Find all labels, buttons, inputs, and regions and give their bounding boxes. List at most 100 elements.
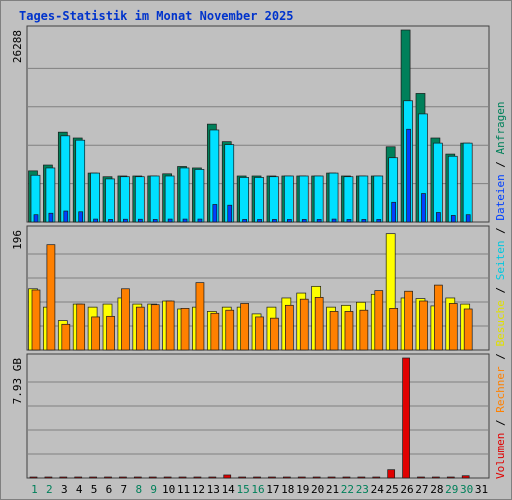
bar-dateien-day-26: [406, 128, 411, 223]
bar-rechner-day-1: [31, 289, 41, 351]
day-label-31: 31: [475, 483, 488, 496]
day-label-1: 1: [31, 483, 38, 496]
series-legend: Volumen / Rechner / Besuche / Seiten / D…: [494, 101, 507, 479]
bar-volumen-day-14: [223, 474, 232, 479]
bar-dateien-day-11: [182, 218, 188, 223]
bar-seiten-day-18: [284, 175, 294, 223]
bar-rechner-day-24: [374, 290, 384, 351]
day-label-20: 20: [311, 483, 324, 496]
y-max-label: 7.93 GB: [11, 358, 24, 405]
day-label-12: 12: [192, 483, 205, 496]
day-label-17: 17: [266, 483, 279, 496]
bar-volumen-day-11: [178, 476, 187, 479]
bar-volumen-day-8: [133, 476, 142, 479]
bar-rechner-day-11: [180, 308, 190, 351]
day-label-7: 7: [121, 483, 128, 496]
bar-dateien-day-12: [197, 218, 203, 223]
day-label-14: 14: [222, 483, 236, 496]
day-label-29: 29: [445, 483, 458, 496]
bar-rechner-day-19: [299, 298, 309, 351]
bar-dateien-day-19: [301, 219, 307, 223]
day-label-27: 27: [415, 483, 428, 496]
bar-volumen-day-13: [208, 476, 217, 479]
bar-volumen-day-28: [432, 476, 440, 479]
bar-volumen-day-15: [238, 476, 246, 479]
bar-seiten-day-20: [313, 175, 324, 223]
bar-dateien-day-17: [272, 219, 277, 223]
bar-seiten-day-24: [373, 175, 384, 223]
bar-rechner-day-5: [91, 316, 100, 351]
day-label-3: 3: [61, 483, 68, 496]
legend-item-8: Dateien: [494, 174, 507, 220]
day-label-13: 13: [207, 483, 220, 496]
legend-item-1: /: [494, 413, 507, 433]
bar-dateien-day-6: [108, 219, 113, 223]
day-label-15: 15: [236, 483, 249, 496]
bar-volumen-day-27: [417, 476, 425, 479]
legend-item-9: /: [494, 154, 507, 174]
bar-rechner-day-17: [270, 317, 279, 351]
bar-seiten-day-11: [179, 167, 190, 223]
bar-rechner-day-7: [121, 288, 130, 351]
day-label-24: 24: [371, 483, 385, 496]
bar-seiten-day-30: [462, 142, 473, 223]
bar-dateien-day-16: [257, 219, 262, 223]
bar-rechner-day-26: [404, 290, 413, 351]
bar-volumen-day-24: [372, 476, 381, 479]
day-label-10: 10: [162, 483, 175, 496]
legend-item-3: /: [494, 347, 507, 367]
bar-volumen-day-1: [29, 476, 38, 479]
bar-volumen-day-7: [119, 476, 127, 479]
day-label-21: 21: [326, 483, 339, 496]
bar-volumen-day-9: [148, 476, 157, 479]
day-label-5: 5: [91, 483, 98, 496]
day-label-26: 26: [400, 483, 413, 496]
day-label-16: 16: [251, 483, 264, 496]
bar-rechner-day-25: [389, 308, 399, 351]
day-label-30: 30: [460, 483, 473, 496]
bar-rechner-day-16: [255, 316, 264, 351]
bar-rechner-day-9: [150, 304, 160, 351]
bar-rechner-day-10: [165, 300, 175, 351]
bar-volumen-day-20: [312, 476, 321, 479]
bar-rechner-day-22: [344, 311, 354, 351]
bar-volumen-day-6: [104, 476, 112, 479]
legend-item-2: Rechner: [494, 366, 507, 413]
legend-item-6: Seiten: [494, 241, 507, 281]
day-label-19: 19: [296, 483, 309, 496]
bar-dateien-day-4: [78, 211, 84, 223]
bar-rechner-day-13: [210, 312, 220, 351]
bar-volumen-day-26: [402, 357, 410, 479]
bar-volumen-day-5: [89, 476, 97, 479]
bar-dateien-day-2: [48, 212, 54, 223]
bar-volumen-day-3: [59, 476, 68, 479]
bar-rechner-day-20: [314, 296, 324, 351]
bar-volumen-day-22: [342, 476, 351, 479]
bar-volumen-day-16: [253, 476, 261, 479]
bar-dateien-day-22: [346, 219, 352, 223]
bar-dateien-day-28: [436, 212, 441, 223]
bar-dateien-day-25: [391, 201, 397, 223]
legend-item-4: Besuche: [494, 300, 507, 346]
bar-volumen-day-29: [446, 476, 455, 479]
bar-dateien-day-23: [361, 219, 367, 223]
bar-rechner-day-12: [195, 282, 205, 351]
bar-seiten-day-16: [254, 177, 264, 223]
bar-dateien-day-24: [376, 219, 382, 223]
bar-seiten-day-15: [239, 177, 249, 223]
bar-rechner-day-3: [61, 323, 71, 351]
bar-seiten-day-4: [75, 139, 86, 223]
bar-seiten-day-23: [358, 175, 369, 223]
bar-volumen-day-2: [44, 476, 53, 479]
bar-volumen-day-12: [193, 476, 202, 479]
bar-dateien-day-13: [212, 204, 218, 223]
day-label-2: 2: [46, 483, 53, 496]
bar-rechner-day-2: [46, 244, 56, 351]
bar-rechner-day-30: [463, 308, 473, 351]
bar-seiten-day-9: [149, 175, 160, 223]
day-label-4: 4: [76, 483, 83, 496]
bar-rechner-day-4: [76, 303, 86, 351]
bar-volumen-day-10: [163, 476, 172, 479]
